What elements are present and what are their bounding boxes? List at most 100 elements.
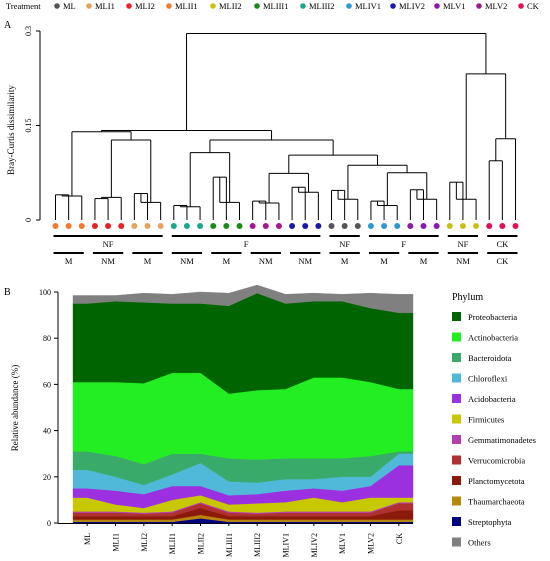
leaf-mli1 (144, 223, 151, 229)
dendrogram-y-axis: 0 0.15 0.3 (24, 26, 41, 222)
leaf-mlv2 (262, 223, 269, 229)
legend-label-mlv2: MLV2 (485, 1, 507, 11)
legend-swatch-gemmatimonadetes (452, 435, 461, 444)
area-x-tick-label: MLII1 (168, 533, 177, 554)
area-x-axis: ML MLI1 MLI2 MLII1 MLII2 MLIII1 MLIII2 MLIV1 MLI… (83, 523, 404, 557)
group-label-nf: NF (103, 239, 114, 249)
legend-label-proteobacteria: Proteobacteria (468, 312, 517, 322)
leaf-mliii2 (170, 223, 177, 229)
legend-marker-mlv2 (476, 3, 482, 9)
area-y-tick-label: 100 (39, 288, 51, 297)
panel-b-label: B (4, 287, 11, 298)
legend-swatch-streptophyta (452, 517, 461, 526)
leaf-mlv1 (420, 223, 427, 229)
leaf-ml (354, 223, 361, 229)
area-x-tick-label: MLIV1 (282, 533, 291, 557)
group-label-m: M (144, 256, 152, 266)
legend-marker-mli1 (86, 3, 92, 9)
group-label-nm: NM (180, 256, 194, 266)
area-x-tick-label: MLIV2 (310, 533, 319, 557)
legend-label-mlii2: MLII2 (219, 1, 242, 11)
leaf-mli2 (105, 223, 112, 229)
area-series-others (72, 284, 414, 313)
legend-swatch-thaumarchaeota (452, 496, 461, 506)
area-y-tick-label: 60 (43, 380, 51, 389)
leaf-mlv2 (249, 223, 256, 229)
legend-marker-ck (518, 3, 524, 9)
legend-label-thaumarchaeota: Thaumarchaeota (468, 497, 525, 507)
legend-label-mli1: MLI1 (95, 1, 115, 11)
legend-label-mlv1: MLV1 (443, 1, 465, 11)
area-x-tick-label: MLI2 (140, 533, 149, 552)
dendrogram-y-tick-label: 0 (24, 218, 33, 222)
leaf-mliv2 (302, 223, 309, 229)
group-label-ck: CK (496, 256, 509, 266)
area-y-axis-label: Relative abundance (%) (10, 365, 20, 451)
group-label-m: M (420, 256, 428, 266)
stacked-area-plot (72, 284, 414, 524)
group-label-f: F (401, 239, 406, 249)
legend-marker-mliv1 (346, 3, 352, 9)
leaf-mlv2 (275, 223, 282, 229)
leaf-ck (512, 223, 519, 229)
legend-label-mliv2: MLIV2 (399, 1, 425, 11)
area-y-axis: 0 20 40 60 80 100 (39, 288, 413, 528)
legend-label-ck: CK (527, 1, 540, 11)
phylum-legend: Phylum Proteobacteria Actinobacteria Bacte… (452, 292, 536, 548)
leaf-mli2 (118, 223, 125, 229)
legend-label-mliv1: MLIV1 (355, 1, 381, 11)
leaf-mliv1 (394, 223, 401, 229)
area-x-tick-label: MLIII1 (225, 533, 234, 557)
area-x-tick-label: MLI1 (112, 533, 121, 552)
legend-label-gemmatimonadetes: Gemmatimonadetes (468, 435, 536, 445)
leaf-mliii1 (210, 223, 217, 229)
legend-label-streptophyta: Streptophyta (468, 517, 512, 527)
dendrogram-y-tick-label: 0.15 (24, 119, 33, 133)
area-x-tick-label: MLIII2 (253, 533, 262, 557)
group-label-nm: NM (298, 256, 312, 266)
leaf-mlii2 (473, 223, 480, 229)
leaf-mlii2 (446, 223, 453, 229)
legend-swatch-others (452, 537, 461, 547)
leaf-mli2 (91, 223, 98, 229)
legend-label-others: Others (468, 538, 491, 548)
area-x-tick-label: ML (83, 533, 92, 545)
leaf-mliii2 (197, 223, 204, 229)
leaf-ml (328, 223, 335, 229)
legend-label-mliii2: MLIII2 (309, 1, 335, 11)
legend-label-actinobacteria: Actinobacteria (468, 333, 518, 343)
legend-swatch-actinobacteria (452, 332, 461, 342)
area-series-proteobacteria (72, 292, 414, 394)
treatment-legend: Treatment ML MLI1 MLI2 MLII1 MLII2 MLIII1 MLII… (6, 1, 540, 11)
leaf-mliv2 (289, 223, 296, 229)
leaf-ck (499, 223, 506, 229)
legend-label-firmicutes: Firmicutes (468, 415, 504, 425)
leaf-ck (486, 223, 493, 229)
leaf-mli1 (131, 223, 138, 229)
dendrogram-y-tick-label: 0.3 (24, 26, 33, 36)
legend-marker-mlii1 (166, 3, 172, 9)
leaf-mliv2 (315, 223, 322, 229)
area-x-tick-label: MLII2 (197, 533, 206, 554)
legend-swatch-firmicutes (452, 414, 461, 424)
dendrogram-leaves (52, 223, 519, 229)
leaf-mli1 (157, 223, 164, 229)
treatment-legend-title: Treatment (6, 1, 41, 11)
legend-label-chloroflexi: Chloroflexi (468, 374, 508, 384)
panel-a-label: A (4, 20, 12, 31)
phylum-legend-title: Phylum (452, 292, 483, 303)
legend-label-mli2: MLI2 (135, 1, 155, 11)
legend-marker-mlii2 (210, 3, 216, 9)
legend-swatch-bacteroidota (452, 353, 461, 362)
leaf-ml (341, 223, 348, 229)
area-y-tick-label: 40 (43, 427, 51, 436)
group-label-ck: CK (496, 239, 509, 249)
group-label-f: F (244, 239, 249, 249)
legend-label-acidobacteria: Acidobacteria (468, 394, 516, 404)
legend-swatch-chloroflexi (452, 373, 461, 383)
dendrogram-y-axis-label: Bray-Curtis dissimilarity (6, 85, 16, 175)
area-x-tick-label: MLV2 (367, 533, 376, 554)
dendrogram (55, 33, 516, 220)
leaf-mliv1 (367, 223, 374, 229)
